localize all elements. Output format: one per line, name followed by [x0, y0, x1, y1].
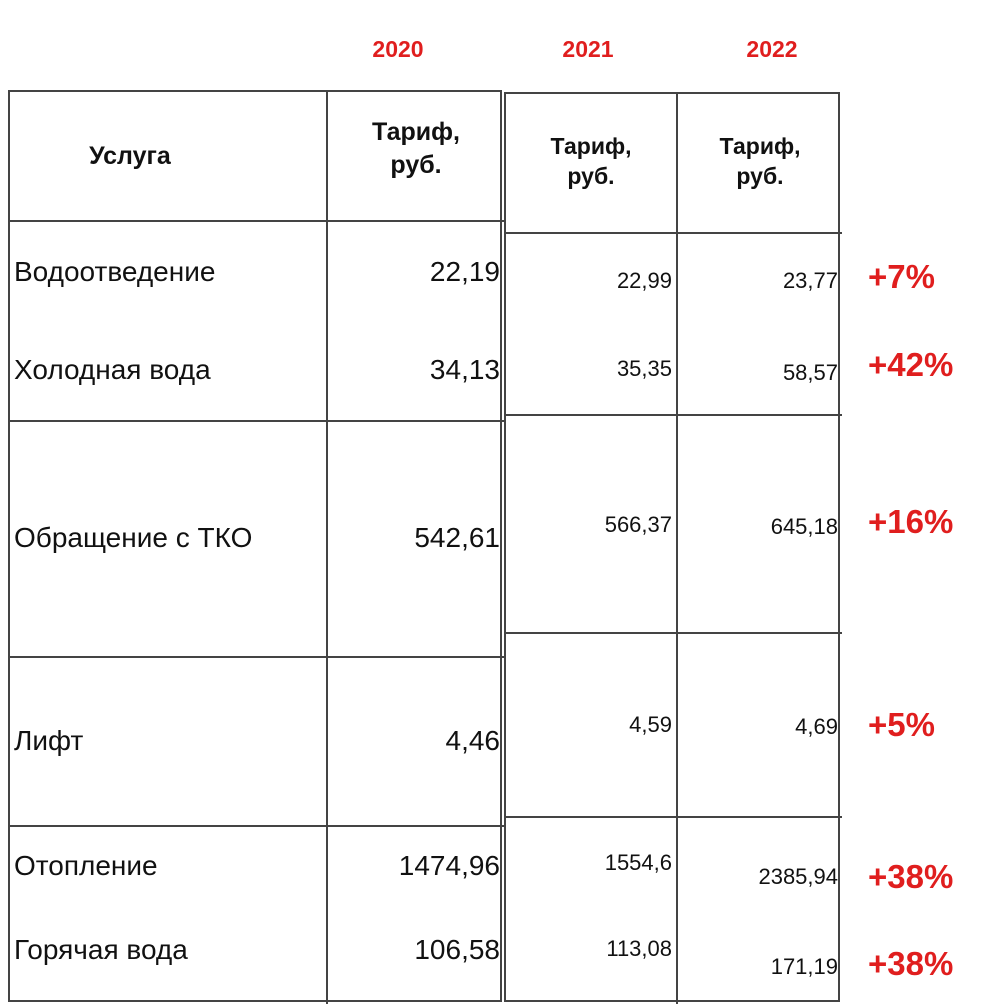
year-2022-label: 2022	[746, 36, 798, 62]
header-tariff-2020: Тариф, руб.	[328, 116, 504, 181]
header-service: Услуга	[89, 142, 171, 170]
header-tariff-2020-line2: руб.	[390, 150, 442, 179]
row-2020-3: 4,46	[445, 725, 501, 756]
header-tariff-2020-line1: Тариф,	[371, 118, 460, 146]
header-tariff-2022: Тариф, руб.	[678, 132, 842, 192]
change-label-2: +16%	[868, 503, 954, 540]
row-2020-4: 1474,96	[398, 850, 500, 881]
tariff-table-2020: Услуга Тариф, руб. Водоотведение 22,19 Х…	[8, 90, 504, 1004]
row-service-5: Горячая вода	[14, 934, 188, 965]
row-service-4: Отопление	[14, 850, 158, 881]
row-2022-2: 645,18	[770, 514, 838, 539]
row-service-3: Лифт	[14, 725, 84, 756]
header-tariff-2021-line2: руб.	[567, 162, 615, 189]
row-2022-4: 2385,94	[758, 864, 838, 889]
row-2020-1: 34,13	[429, 354, 500, 385]
row-2021-4: 1554,6	[604, 850, 672, 875]
change-label-5: +38%	[868, 945, 954, 982]
header-tariff-2021-line1: Тариф,	[550, 133, 632, 159]
row-2022-1: 58,57	[782, 360, 838, 385]
row-2021-3: 4,59	[629, 712, 672, 737]
row-2021-0: 22,99	[616, 268, 672, 293]
year-2020-label: 2020	[372, 36, 424, 62]
tariff-table-2021-2022: Тариф, руб. Тариф, руб. 22,99 23,77 35,3…	[504, 92, 842, 1004]
change-label-4: +38%	[868, 858, 954, 895]
header-tariff-2022-line1: Тариф,	[719, 133, 801, 159]
row-2021-5: 113,08	[606, 936, 672, 961]
row-2022-0: 23,77	[782, 268, 838, 293]
year-2021-label: 2021	[562, 36, 614, 62]
header-tariff-2022-line2: руб.	[736, 162, 784, 189]
row-2020-5: 106,58	[414, 934, 500, 965]
row-service-0: Водоотведение	[14, 256, 216, 287]
row-service-2: Обращение с ТКО	[14, 522, 253, 553]
row-2020-2: 542,61	[414, 522, 500, 553]
change-label-3: +5%	[868, 706, 935, 743]
row-2020-0: 22,19	[429, 256, 500, 287]
row-service-1: Холодная вода	[14, 354, 211, 385]
row-2021-2: 566,37	[604, 512, 672, 537]
change-label-1: +42%	[868, 346, 954, 383]
header-tariff-2021: Тариф, руб.	[506, 132, 676, 192]
row-2022-5: 171,19	[770, 954, 838, 979]
row-2022-3: 4,69	[795, 714, 838, 739]
change-label-0: +7%	[868, 258, 935, 295]
row-2021-1: 35,35	[616, 356, 672, 381]
